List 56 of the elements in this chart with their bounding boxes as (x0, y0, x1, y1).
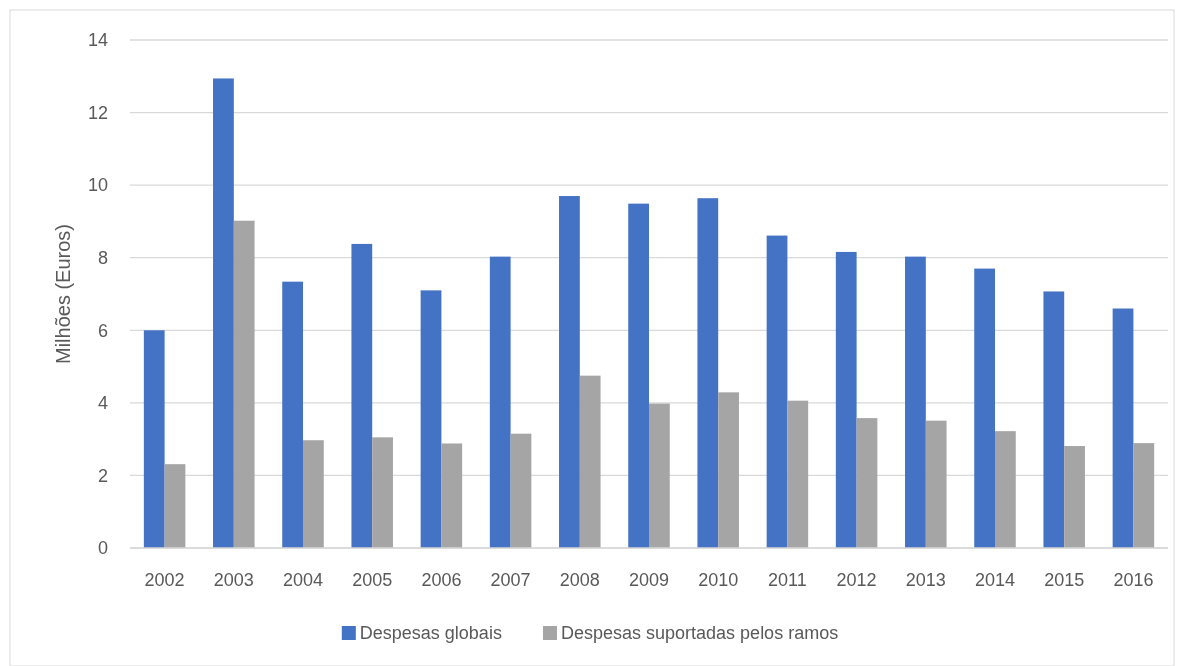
y-tick-label: 8 (97, 248, 108, 269)
legend-label: Despesas suportadas pelos ramos (561, 623, 839, 644)
y-tick-label: 6 (97, 320, 108, 341)
bar (766, 235, 788, 548)
x-tick-label: 2009 (628, 570, 670, 590)
bar (787, 400, 809, 548)
bar (835, 251, 857, 548)
y-tick-label: 4 (97, 393, 108, 414)
bar (856, 418, 878, 548)
x-tick-label: 2008 (559, 570, 600, 590)
x-tick-label: 2004 (282, 570, 324, 590)
x-tick-label: 2013 (905, 570, 946, 590)
bar (995, 431, 1016, 548)
bar (372, 437, 393, 548)
x-tick-label: 2007 (490, 570, 531, 590)
bar (420, 290, 442, 548)
x-tick-label: 2003 (213, 570, 254, 590)
x-tick-label: 2014 (974, 570, 1016, 590)
x-tick-label: 2012 (836, 570, 877, 590)
bar (628, 203, 649, 548)
y-tick-label: 2 (97, 465, 108, 486)
bar (351, 243, 373, 548)
x-tick-label: 2006 (421, 570, 462, 590)
bar (697, 198, 719, 548)
bar (233, 220, 255, 548)
bar (1133, 443, 1155, 548)
bar (143, 330, 165, 548)
bar (164, 464, 186, 548)
x-tick-label: 2005 (352, 570, 393, 590)
y-tick-label: 14 (87, 30, 108, 51)
bar (925, 420, 947, 548)
x-tick-label: 2016 (1113, 570, 1154, 590)
legend-label: Despesas globais (359, 623, 502, 644)
bar (718, 392, 739, 548)
bar (213, 78, 234, 548)
y-axis-title: Milhões (Euros) (52, 223, 74, 365)
x-tick-label: 2010 (698, 570, 739, 590)
y-tick-label: 12 (87, 102, 108, 123)
y-tick-label: 0 (97, 538, 108, 559)
x-tick-label: 2015 (1044, 570, 1085, 590)
y-tick-label: 10 (87, 175, 108, 196)
bar (282, 281, 303, 548)
bar (1064, 446, 1085, 548)
bar (905, 256, 926, 548)
bar (1043, 291, 1065, 548)
bar (649, 403, 670, 548)
bar (579, 375, 601, 548)
bar (441, 443, 463, 548)
x-tick-label: 2002 (144, 570, 185, 590)
bar (559, 196, 580, 548)
bar (489, 256, 511, 548)
bar (510, 433, 532, 548)
bar (303, 440, 324, 548)
bar (1112, 308, 1134, 548)
x-tick-label: 2011 (768, 570, 807, 590)
bar (974, 268, 995, 548)
